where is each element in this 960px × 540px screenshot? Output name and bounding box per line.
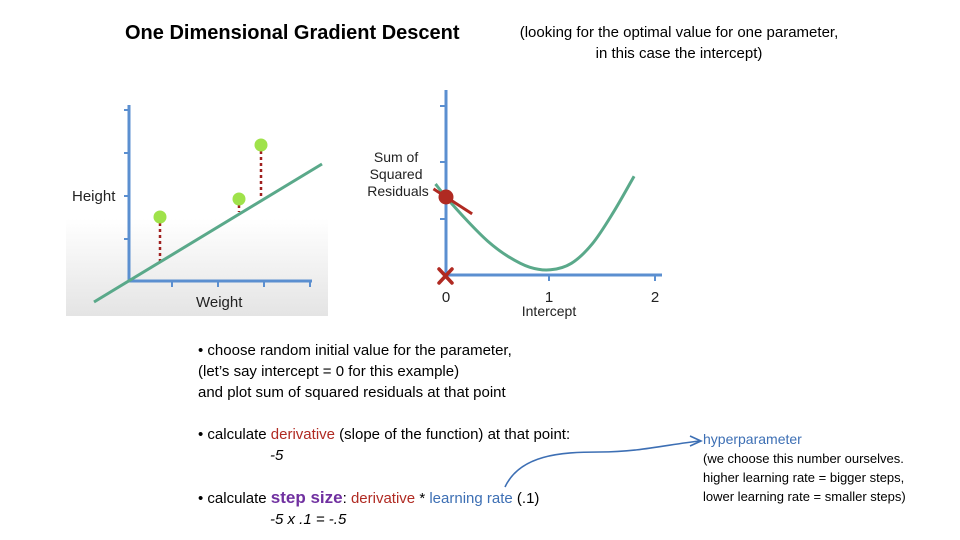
y-axis-label: Height (72, 188, 116, 205)
ssr-intercept-plot: Sum of Squared Residuals 0 1 2 Intercept (367, 90, 662, 319)
y-axis-label: Sum of Squared Residuals (367, 149, 428, 199)
x-axis-label: Weight (196, 294, 243, 311)
note-line-1: (we choose this number ourselves. (703, 451, 904, 466)
explanation-bullets: • choose random initial value for the pa… (198, 340, 668, 530)
hyperparameter-note: hyperparameter (we choose this number ou… (703, 430, 953, 506)
subtitle-line-2: in this case the intercept) (595, 45, 763, 62)
x-ticks (171, 281, 311, 287)
arrow-head-icon (689, 435, 703, 447)
tangent-line (432, 187, 473, 216)
x-axis-label: Intercept (522, 303, 577, 319)
y-ticks (440, 105, 446, 220)
bullet-1-line-1: • choose random initial value for the pa… (198, 342, 512, 359)
bullet-2: • calculate derivative (slope of the fun… (198, 426, 571, 443)
page-title: One Dimensional Gradient Descent (125, 22, 460, 44)
fitted-line (93, 162, 323, 304)
bullet-3: • calculate step size: derivative * lear… (198, 488, 540, 507)
bullet-1-line-3: and plot sum of squared residuals at tha… (198, 384, 506, 401)
data-point (153, 210, 167, 224)
data-point (232, 192, 246, 206)
hyperparameter-label: hyperparameter (703, 431, 802, 447)
note-line-3: lower learning rate = smaller steps) (703, 489, 906, 504)
data-point (254, 138, 268, 152)
subtitle-line-1: (looking for the optimal value for one p… (519, 24, 839, 41)
derivative-term: derivative (350, 490, 416, 507)
height-weight-plot: Height Weight (66, 100, 328, 316)
x-tick-label-1: 1 (545, 289, 553, 306)
x-tick-label-0: 0 (442, 289, 450, 306)
derivative-value: -5 (270, 447, 284, 464)
step-size-term: step size (270, 488, 343, 507)
x-ticks (548, 275, 656, 281)
plot-background (66, 100, 328, 316)
learning-rate-term: learning rate (429, 490, 513, 507)
subtitle: (looking for the optimal value for one p… (494, 22, 864, 64)
x-tick-label-2: 2 (651, 289, 659, 306)
step-size-value: -5 x .1 = -.5 (270, 511, 347, 528)
y-ticks (124, 109, 129, 240)
initial-guess-x-marker (437, 267, 454, 285)
initial-point (438, 189, 454, 205)
derivative-term: derivative (270, 426, 335, 443)
ssr-curve (434, 175, 636, 272)
note-line-2: higher learning rate = bigger steps, (703, 470, 905, 485)
bullet-1-line-2: (let’s say intercept = 0 for this exampl… (198, 363, 460, 380)
